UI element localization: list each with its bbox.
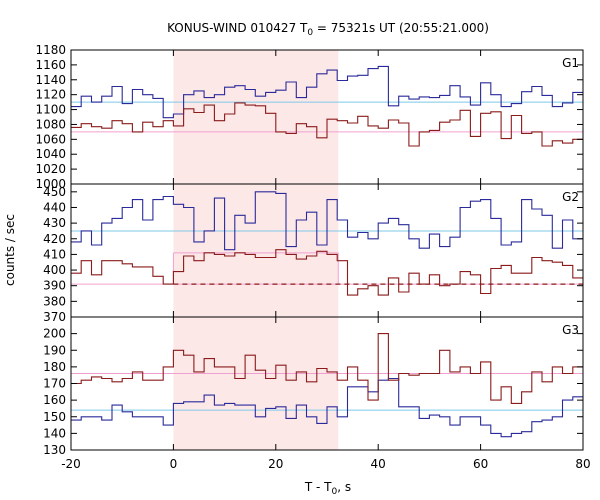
y-tick-label: 440 [43,200,66,214]
y-tick-label: 190 [43,343,66,357]
y-tick-label: 410 [43,247,66,261]
y-tick-label: 1140 [35,73,66,87]
y-tick-label: 1020 [35,162,66,176]
chart-title: KONUS-WIND 010427 T0 = 75321s UT (20:55:… [167,21,489,38]
y-tick-label: 380 [43,294,66,308]
y-tick-label: 160 [43,393,66,407]
y-tick-label: 420 [43,232,66,246]
y-tick-label: 170 [43,377,66,391]
y-tick-label: 1120 [35,88,66,102]
x-axis-label: T - T0, s [304,480,351,497]
series-red-line [71,333,583,404]
series-blue-line [71,377,583,438]
y-tick-label: 370 [43,310,66,324]
x-tick-label: 20 [268,457,283,471]
panel-label: G3 [562,323,579,337]
y-tick-label: 390 [43,279,66,293]
panels: 1000102010401060108011001120114011601180… [35,43,590,471]
series-blue-line [71,65,583,119]
x-tick-label: 80 [575,457,590,471]
y-tick-label: 1040 [35,147,66,161]
y-tick-label: 1180 [35,43,66,57]
y-tick-label: 1060 [35,132,66,146]
y-tick-label: 1160 [35,58,66,72]
panel-label: G1 [562,56,579,70]
y-tick-label: 130 [43,443,66,457]
series-blue-line [71,191,583,251]
series-red-line [71,249,583,296]
panel-g3: 130 140 150 160 170 180 190 200 G3 [43,316,584,457]
x-tick-label: 60 [473,457,488,471]
y-tick-label: 450 [43,185,66,199]
panel-g1: 1000102010401060108011001120114011601180… [35,43,584,191]
y-tick-label: 1000 [35,177,66,191]
y-tick-label: 1080 [35,117,66,131]
y-axis-label: counts / sec [3,214,17,286]
y-tick-label: 180 [43,360,66,374]
panel-label: G2 [562,190,579,204]
y-tick-label: 1100 [35,103,66,117]
y-tick-label: 400 [43,263,66,277]
shaded-interval [173,317,339,450]
x-tick-label: 40 [371,457,386,471]
y-tick-label: 200 [43,327,66,341]
series-red-line [71,102,583,147]
y-tick-label: 140 [43,426,66,440]
y-tick-label: 430 [43,216,66,230]
y-tick-label: 150 [43,410,66,424]
shaded-interval [173,50,339,184]
x-tick-label: -20 [61,457,81,471]
x-tick-label: 0 [170,457,178,471]
